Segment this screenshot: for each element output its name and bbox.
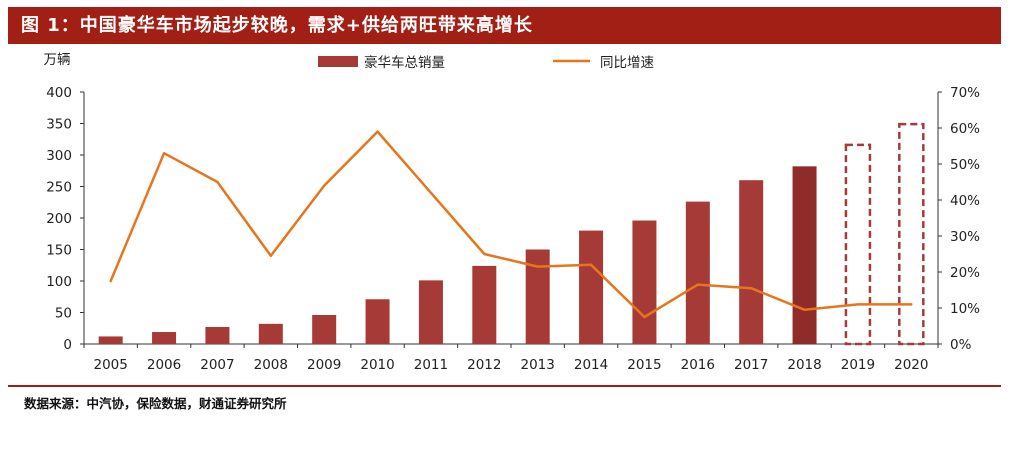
bar	[418, 280, 443, 344]
source-divider	[8, 385, 1001, 387]
y-left-tick-label: 150	[46, 243, 72, 259]
x-tick-label: 2020	[894, 357, 928, 373]
x-tick-label: 2014	[574, 357, 608, 373]
x-tick-label: 2010	[360, 357, 394, 373]
x-tick-label: 2015	[627, 357, 661, 373]
y-right-tick-label: 50%	[950, 157, 980, 173]
x-tick-label: 2011	[414, 357, 448, 373]
y-left-tick-label: 300	[46, 148, 72, 164]
bar	[685, 201, 710, 344]
source-note: 数据来源：中汽协，保险数据，财通证券研究所	[24, 396, 287, 411]
growth-rate-line	[109, 130, 913, 319]
y-right-tick-label: 10%	[950, 301, 980, 317]
bar	[632, 220, 657, 344]
x-tick-label: 2019	[841, 357, 875, 373]
legend-bar-label: 豪华车总销量	[364, 54, 445, 71]
chart-title: 图 1：中国豪华车市场起步较晚，需求+供给两旺带来高增长	[21, 15, 533, 36]
y-right-tick-label: 60%	[950, 121, 980, 137]
bar	[98, 336, 123, 344]
legend-line-label: 同比增速	[600, 55, 654, 71]
bar	[365, 299, 390, 344]
title-bar: 图 1：中国豪华车市场起步较晚，需求+供给两旺带来高增长	[8, 7, 1001, 44]
x-tick-label: 2005	[94, 357, 128, 373]
x-tick-label: 2012	[467, 357, 501, 373]
x-tick-label: 2013	[521, 357, 555, 373]
y-right-tick-label: 30%	[950, 229, 980, 245]
y-right-tick-label: 0%	[950, 337, 972, 353]
y-left-tick-label: 350	[46, 117, 72, 133]
bar	[312, 315, 337, 344]
bar	[472, 265, 497, 344]
bar	[579, 230, 604, 344]
y-right-tick-label: 70%	[950, 85, 980, 101]
y-left-tick-label: 250	[46, 180, 72, 196]
projected-bar-outline	[898, 122, 925, 346]
legend-bar-swatch	[318, 56, 358, 67]
chart-canvas: 0 50 100 150 200 250 300 350 400 0% 10% 20% 30% 40% 50…	[44, 52, 981, 373]
bar	[258, 323, 283, 344]
y-left-tick-label: 50	[55, 306, 72, 322]
x-tick-label: 2006	[147, 357, 181, 373]
y-left-tick-label: 400	[46, 85, 72, 101]
y-right-tick-label: 40%	[950, 193, 980, 209]
bar	[152, 332, 177, 344]
y-left-tick-label: 0	[63, 337, 72, 353]
y-right-tick-label: 20%	[950, 265, 980, 281]
bar	[205, 326, 230, 344]
y-left-tick-label: 100	[46, 274, 72, 290]
bar	[792, 166, 817, 344]
x-tick-label: 2017	[734, 357, 768, 373]
x-tick-label: 2009	[307, 357, 341, 373]
x-tick-label: 2016	[681, 357, 715, 373]
x-tick-label: 2007	[200, 357, 234, 373]
y-left-tick-label: 200	[46, 211, 72, 227]
x-tick-label: 2018	[787, 357, 821, 373]
projected-bar-outline	[844, 143, 872, 346]
y-left-unit-label: 万辆	[44, 52, 71, 68]
x-tick-label: 2008	[254, 357, 288, 373]
bar	[739, 180, 764, 344]
